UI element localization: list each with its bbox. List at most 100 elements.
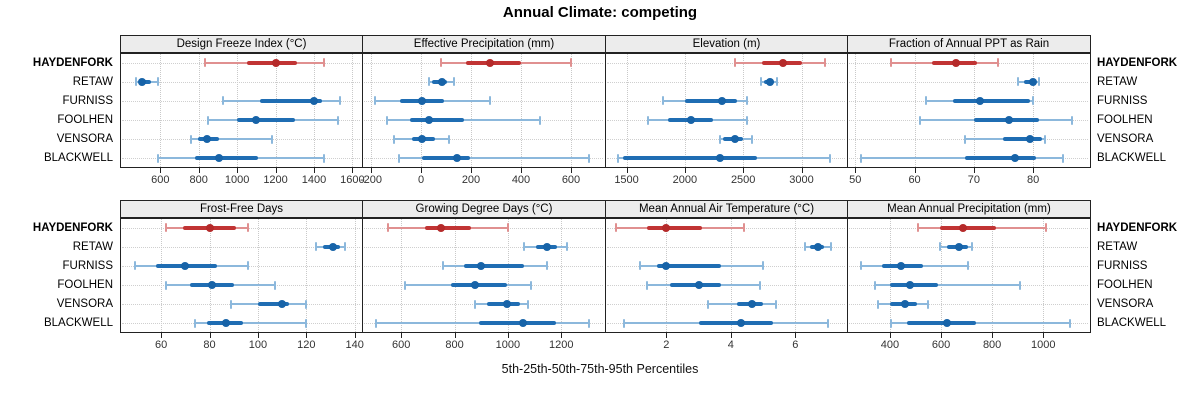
whisker-cap-high xyxy=(587,153,590,163)
iqr-bar-25-75 xyxy=(889,283,939,288)
gridline-horizontal xyxy=(364,139,603,141)
axis-tick-label: 200 xyxy=(461,174,481,186)
gridline-vertical xyxy=(306,219,308,332)
axis-tick-label: 60 xyxy=(908,174,921,186)
median-dot xyxy=(975,96,984,105)
whisker-5-95 xyxy=(195,322,307,325)
median-dot xyxy=(747,300,756,309)
whisker-cap-high xyxy=(526,299,529,309)
whisker-cap-high xyxy=(338,96,341,106)
median-dot xyxy=(418,135,427,144)
iqr-bar-25-75 xyxy=(698,321,773,326)
whisker-cap-high xyxy=(758,280,761,290)
gridline-vertical xyxy=(941,219,943,332)
whisker-cap-low xyxy=(877,299,880,309)
axis-tick-label: 4 xyxy=(727,339,734,351)
whisker-5-95 xyxy=(398,157,589,160)
gridline-vertical xyxy=(561,219,563,332)
median-dot xyxy=(736,319,745,328)
axis-tick xyxy=(795,333,797,338)
site-label-left: HAYDENFORK xyxy=(32,221,113,234)
median-dot xyxy=(252,116,261,125)
whisker-cap-low xyxy=(221,96,224,106)
axis-tick-label: 800 xyxy=(982,339,1002,351)
axis-tick xyxy=(237,168,239,173)
whisker-cap-low xyxy=(133,261,136,271)
axis-tick xyxy=(941,333,943,338)
axis-tick-label: 100 xyxy=(248,339,268,351)
gridline-vertical xyxy=(275,54,277,167)
axis-tick xyxy=(666,333,668,338)
panel-plot xyxy=(605,218,848,333)
whisker-cap-high xyxy=(336,115,339,125)
axis-tick-label: 50 xyxy=(849,174,862,186)
iqr-bar-25-75 xyxy=(237,118,295,123)
axis-tick-label: 70 xyxy=(967,174,980,186)
whisker-cap-high xyxy=(506,223,509,233)
whisker-cap-low xyxy=(190,134,193,144)
whisker-cap-high xyxy=(1019,280,1022,290)
gridline-vertical xyxy=(237,54,239,167)
iqr-bar-25-75 xyxy=(623,156,757,161)
axis-tick xyxy=(1043,333,1045,338)
whisker-cap-high xyxy=(745,115,748,125)
gridline-horizontal xyxy=(607,246,845,248)
axis-tick xyxy=(521,168,522,173)
whisker-cap-high xyxy=(157,77,160,87)
chart-title: Annual Climate: competing xyxy=(502,4,698,21)
axis-tick xyxy=(730,333,732,338)
site-label-left: BLACKWELL xyxy=(43,152,113,165)
median-dot xyxy=(518,319,527,328)
median-dot xyxy=(453,154,462,163)
gridline-vertical xyxy=(352,54,354,167)
axis-tick xyxy=(973,168,975,173)
gridline-vertical xyxy=(471,54,472,167)
gridline-vertical xyxy=(354,219,356,332)
axis-tick xyxy=(161,333,163,338)
axis-tick-label: 2000 xyxy=(672,174,698,186)
whisker-cap-high xyxy=(588,318,591,328)
axis-tick-label: 1600 xyxy=(340,174,365,186)
panel-strip: Elevation (m) xyxy=(605,35,848,53)
site-label-right: HAYDENFORK xyxy=(1097,221,1178,234)
whisker-cap-high xyxy=(344,242,347,252)
whisker-cap-low xyxy=(164,280,167,290)
gridline-vertical xyxy=(257,219,259,332)
whisker-cap-high xyxy=(823,58,826,68)
axis-tick-label: 120 xyxy=(297,339,316,351)
gridline-vertical xyxy=(401,219,403,332)
median-dot xyxy=(731,135,740,144)
panel-plot xyxy=(120,218,363,333)
panel-strip: Mean Annual Air Temperature (°C) xyxy=(605,200,848,218)
whisker-cap-low xyxy=(873,280,876,290)
gridline-vertical xyxy=(684,54,686,167)
site-label-left: FOOLHEN xyxy=(57,114,113,127)
axis-tick-label: -200 xyxy=(359,174,383,186)
gridline-horizontal xyxy=(607,81,845,83)
axis-tick-label: 1400 xyxy=(301,174,327,186)
panel-plot xyxy=(605,53,848,168)
iqr-bar-25-75 xyxy=(964,156,1037,161)
whisker-cap-low xyxy=(919,115,922,125)
gridline-horizontal xyxy=(607,62,845,64)
median-dot xyxy=(222,319,231,328)
whisker-cap-high xyxy=(927,299,930,309)
whisker-cap-high xyxy=(322,153,325,163)
site-label-right: BLACKWELL xyxy=(1097,317,1167,330)
panel-plot xyxy=(362,218,606,333)
whisker-cap-low xyxy=(647,115,650,125)
whisker-cap-low xyxy=(427,77,430,87)
whisker-cap-low xyxy=(889,58,892,68)
whisker-cap-low xyxy=(623,318,626,328)
median-dot xyxy=(278,300,287,309)
whisker-cap-low xyxy=(230,299,233,309)
median-dot xyxy=(662,261,671,270)
whisker-cap-low xyxy=(386,115,389,125)
site-label-right: FOOLHEN xyxy=(1097,114,1153,127)
axis-tick xyxy=(992,333,994,338)
whisker-cap-low xyxy=(135,77,138,87)
median-dot xyxy=(205,223,214,232)
whisker-cap-high xyxy=(273,280,276,290)
iqr-bar-25-75 xyxy=(646,225,702,230)
